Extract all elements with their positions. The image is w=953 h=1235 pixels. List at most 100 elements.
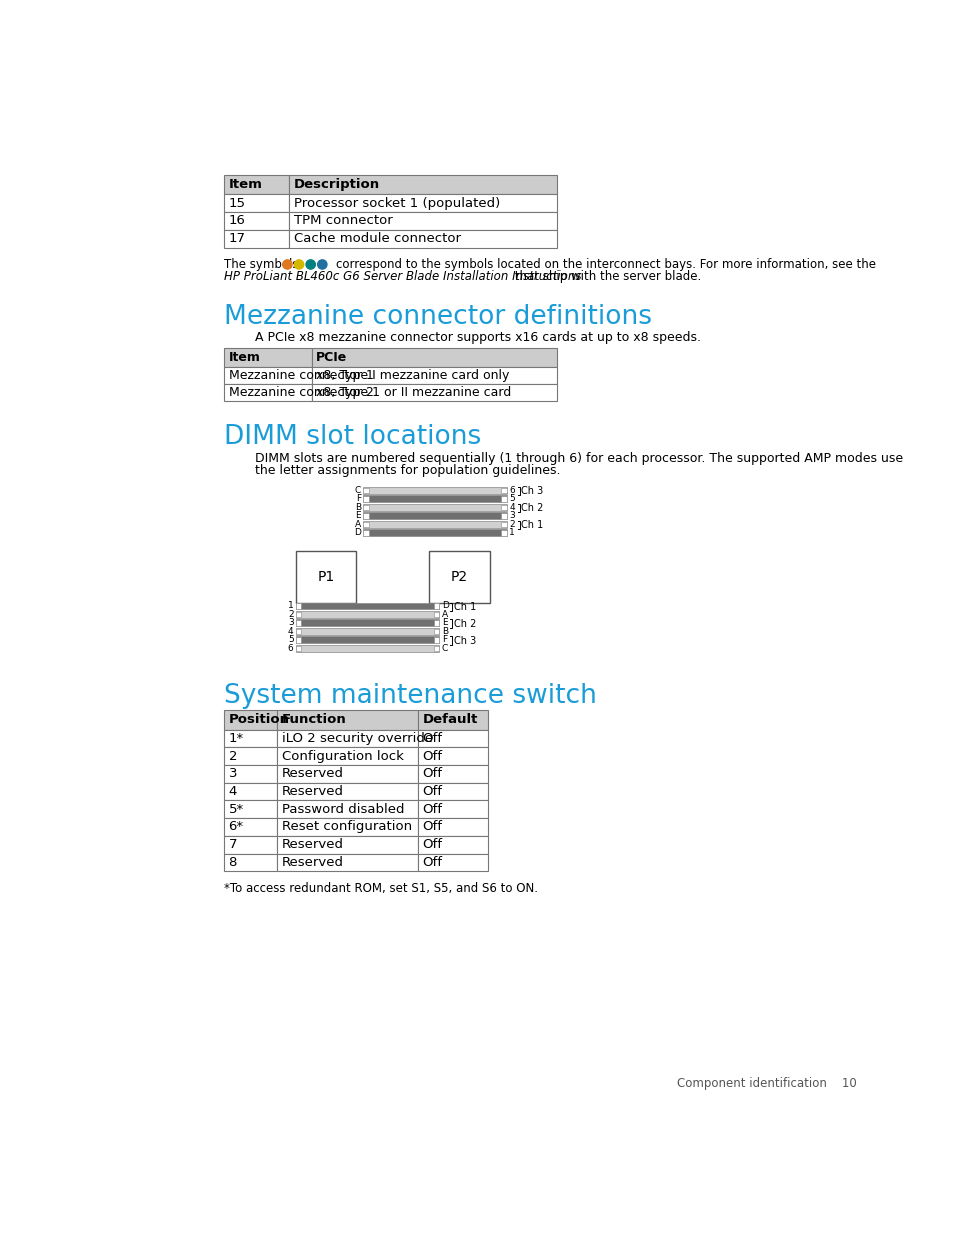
Text: Password disabled: Password disabled: [282, 803, 404, 816]
Text: Ch 3: Ch 3: [454, 636, 476, 646]
Bar: [224, 783, 277, 800]
Circle shape: [294, 259, 303, 269]
Bar: [295, 603, 301, 609]
Text: Ch 2: Ch 2: [454, 619, 476, 629]
Text: 15: 15: [229, 196, 245, 210]
Text: Reserved: Reserved: [282, 767, 344, 781]
Bar: [434, 603, 439, 609]
Bar: [417, 836, 488, 853]
Bar: [224, 348, 312, 367]
Text: the letter assignments for population guidelines.: the letter assignments for population gu…: [254, 464, 559, 477]
Text: iLO 2 security override: iLO 2 security override: [282, 732, 433, 745]
Bar: [363, 514, 369, 519]
Bar: [224, 194, 289, 212]
Bar: [434, 629, 439, 634]
Text: 4: 4: [288, 627, 294, 636]
Bar: [277, 710, 417, 730]
Bar: [500, 521, 506, 527]
Bar: [434, 620, 439, 626]
Text: System maintenance switch: System maintenance switch: [224, 683, 597, 709]
Text: Off: Off: [422, 856, 442, 869]
Bar: [277, 800, 417, 818]
Bar: [417, 747, 488, 764]
Text: Mezzanine connector 1: Mezzanine connector 1: [229, 369, 373, 382]
Bar: [500, 514, 506, 519]
Text: DIMM slots are numbered sequentially (1 through 6) for each processor. The suppo: DIMM slots are numbered sequentially (1 …: [254, 452, 902, 464]
Bar: [312, 367, 556, 384]
Bar: [295, 629, 301, 634]
Text: E: E: [441, 619, 447, 627]
Text: 17: 17: [229, 232, 245, 246]
Text: Reserved: Reserved: [282, 839, 344, 851]
Bar: [363, 488, 369, 493]
Text: P2: P2: [451, 571, 468, 584]
Bar: [224, 818, 277, 836]
Bar: [363, 521, 506, 527]
Text: Off: Off: [422, 767, 442, 781]
Bar: [295, 611, 439, 618]
Text: HP ProLiant BL460c G6 Server Blade Installation Instructions: HP ProLiant BL460c G6 Server Blade Insta…: [224, 270, 580, 283]
Text: A PCIe x8 mezzanine connector supports x16 cards at up to x8 speeds.: A PCIe x8 mezzanine connector supports x…: [254, 331, 700, 345]
Bar: [363, 521, 369, 527]
Text: The symbols: The symbols: [224, 258, 298, 270]
Bar: [295, 551, 356, 603]
Text: 5: 5: [288, 635, 294, 645]
Text: Default: Default: [422, 714, 477, 726]
Text: Configuration lock: Configuration lock: [282, 750, 403, 763]
Text: 3: 3: [288, 619, 294, 627]
Bar: [289, 212, 556, 230]
Bar: [224, 367, 312, 384]
Bar: [295, 611, 301, 618]
Text: A: A: [441, 610, 447, 619]
Bar: [277, 730, 417, 747]
Text: F: F: [441, 635, 446, 645]
Text: 8: 8: [229, 856, 236, 869]
Bar: [277, 764, 417, 783]
Text: 4: 4: [509, 503, 515, 511]
Bar: [363, 530, 506, 536]
Bar: [224, 710, 277, 730]
Text: 1: 1: [288, 601, 294, 610]
Bar: [429, 551, 489, 603]
Text: 2: 2: [509, 520, 515, 529]
Text: Off: Off: [422, 803, 442, 816]
Text: Reserved: Reserved: [282, 856, 344, 869]
Bar: [500, 496, 506, 501]
Text: Processor socket 1 (populated): Processor socket 1 (populated): [294, 196, 499, 210]
Bar: [434, 637, 439, 642]
Text: DIMM slot locations: DIMM slot locations: [224, 424, 480, 450]
Bar: [363, 495, 506, 503]
Text: Ch 1: Ch 1: [521, 520, 543, 530]
Text: 1: 1: [509, 529, 515, 537]
Text: 5*: 5*: [229, 803, 244, 816]
Text: 2: 2: [288, 610, 294, 619]
Text: Reset configuration: Reset configuration: [282, 820, 412, 834]
Bar: [434, 646, 439, 651]
Bar: [277, 853, 417, 871]
Bar: [295, 627, 439, 635]
Bar: [224, 800, 277, 818]
Bar: [277, 747, 417, 764]
Bar: [224, 175, 289, 194]
Text: Off: Off: [422, 785, 442, 798]
Bar: [295, 645, 439, 652]
Bar: [224, 747, 277, 764]
Bar: [224, 853, 277, 871]
Text: 16: 16: [229, 215, 245, 227]
Bar: [363, 504, 506, 511]
Circle shape: [317, 259, 327, 269]
Bar: [277, 836, 417, 853]
Bar: [417, 800, 488, 818]
Text: F: F: [355, 494, 360, 504]
Text: Off: Off: [422, 820, 442, 834]
Bar: [289, 230, 556, 247]
Text: Description: Description: [294, 178, 379, 191]
Text: 6: 6: [509, 485, 515, 495]
Text: Mezzanine connector definitions: Mezzanine connector definitions: [224, 304, 651, 330]
Text: TPM connector: TPM connector: [294, 215, 392, 227]
Text: 6*: 6*: [229, 820, 243, 834]
Text: 6: 6: [288, 643, 294, 653]
Text: C: C: [441, 643, 447, 653]
Text: D: D: [441, 601, 448, 610]
Bar: [417, 783, 488, 800]
